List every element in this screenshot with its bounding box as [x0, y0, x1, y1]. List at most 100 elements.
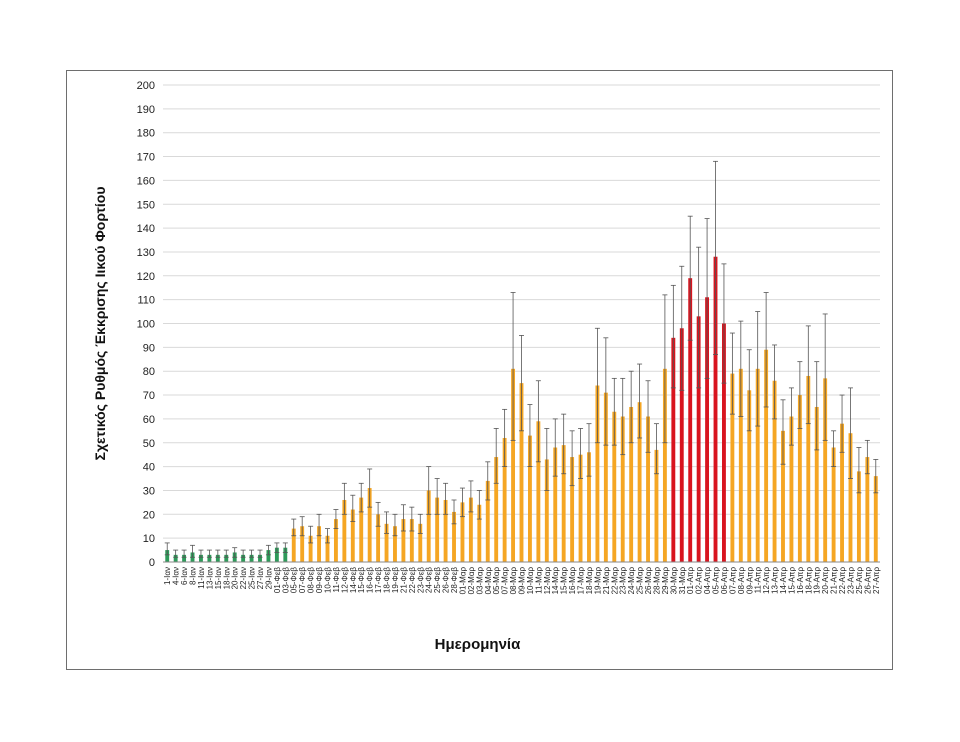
- error-bar: [324, 528, 330, 544]
- x-tick-label: 22-Ιαν: [239, 567, 248, 589]
- y-tick-label: 170: [137, 152, 155, 164]
- error-bar: [856, 447, 862, 494]
- x-tick-label: 10-Φεβ: [323, 567, 332, 594]
- y-tick-label: 40: [143, 462, 155, 474]
- bar: [789, 416, 794, 562]
- error-bar: [662, 294, 668, 444]
- error-bar: [645, 380, 651, 453]
- x-tick-label: 01-Μαρ: [458, 567, 467, 595]
- error-bar: [468, 480, 474, 513]
- x-tick-label: 08-Φεβ: [307, 567, 316, 594]
- bar-chart: 0 10 20 30 40 50 60 70 80 90 100 110 120 130 140 150 160…: [92, 80, 881, 653]
- bar: [393, 526, 397, 562]
- x-tick-label: 05-Μαρ: [492, 567, 501, 595]
- x-tick-label: 16-Απρ: [796, 567, 805, 594]
- bar: [350, 509, 355, 562]
- bar: [806, 375, 811, 562]
- x-tick-label: 05-Φεβ: [290, 567, 299, 594]
- x-tick-label: 11-Απρ: [754, 567, 763, 594]
- bar: [215, 554, 220, 562]
- bar: [629, 406, 634, 562]
- y-tick-label: 70: [143, 390, 155, 402]
- bar: [544, 459, 549, 562]
- bar: [603, 392, 608, 562]
- x-tick-label: 09-Απρ: [745, 567, 754, 594]
- bar: [570, 457, 575, 562]
- error-bar: [847, 387, 853, 479]
- error-bar: [299, 516, 305, 537]
- y-tick-label: 140: [137, 223, 155, 235]
- error-bar: [223, 549, 229, 558]
- error-bar: [333, 509, 339, 530]
- error-bar: [316, 513, 322, 537]
- error-bar: [755, 311, 761, 427]
- error-bar: [451, 499, 457, 525]
- bar: [527, 435, 532, 562]
- bar: [426, 490, 431, 562]
- x-tick-label: 13-Ιαν: [205, 567, 214, 589]
- x-tick-label: 12-Φεβ: [340, 567, 349, 594]
- bar: [182, 554, 187, 562]
- y-axis-ticks: 0 10 20 30 40 50 60 70 80 90 100 110 120 130 140 150 160…: [137, 80, 155, 569]
- error-bar: [485, 461, 491, 501]
- bar: [367, 488, 372, 562]
- error-bar: [839, 394, 845, 453]
- bar: [764, 349, 769, 562]
- x-tick-label: 03-Φεβ: [281, 567, 290, 594]
- x-tick-label: 18-Μαρ: [585, 567, 594, 595]
- x-tick-label: 09-Μαρ: [518, 567, 527, 595]
- error-bar: [696, 246, 702, 389]
- bar: [536, 421, 541, 562]
- bar: [595, 385, 600, 562]
- error-bar: [198, 549, 204, 558]
- y-axis-title: Σχετικός Ρυθμός Έκκρισης Ιικού Φορτίου: [92, 187, 108, 461]
- x-tick-label: 23-Μαρ: [619, 567, 628, 595]
- x-tick-label: 09-Φεβ: [315, 567, 324, 594]
- error-bar: [561, 413, 567, 475]
- x-tick-label: 16-Μαρ: [568, 567, 577, 595]
- bar: [848, 433, 853, 562]
- bar: [646, 416, 650, 562]
- bar: [620, 416, 625, 562]
- x-tick-label: 25-Φεβ: [433, 567, 442, 594]
- error-bars: [164, 160, 879, 558]
- bar: [224, 554, 229, 562]
- error-bar: [831, 430, 837, 468]
- error-bar: [476, 490, 482, 520]
- error-bar: [780, 399, 786, 465]
- bar: [679, 328, 684, 562]
- error-bar: [510, 292, 516, 441]
- bar: [696, 316, 701, 562]
- x-tick-label: 20-Ιαν: [231, 567, 240, 589]
- gridlines: [163, 84, 880, 539]
- error-bar: [746, 349, 752, 432]
- bar: [384, 523, 389, 562]
- bar: [468, 497, 473, 562]
- x-tick-label: 10-Μαρ: [526, 567, 535, 595]
- error-bar: [620, 377, 626, 456]
- bar: [308, 535, 313, 562]
- bar: [207, 554, 212, 562]
- bar: [460, 502, 465, 562]
- bar: [485, 480, 490, 562]
- error-bar: [274, 542, 280, 553]
- bar: [781, 430, 785, 562]
- error-bar: [232, 547, 238, 558]
- x-tick-label: 04-Μαρ: [484, 567, 493, 595]
- bar: [283, 547, 288, 562]
- error-bar: [822, 313, 828, 441]
- error-bar: [181, 549, 187, 558]
- error-bar: [569, 430, 575, 487]
- x-tick-label: 08-Απρ: [737, 567, 746, 594]
- y-tick-label: 190: [137, 104, 155, 116]
- x-tick-label: 06-Απρ: [720, 567, 729, 594]
- error-bar: [788, 387, 794, 446]
- x-axis-title: Ημερομηνία: [435, 636, 521, 653]
- x-tick-label: 17-Μαρ: [577, 567, 586, 595]
- error-bar: [240, 549, 246, 558]
- x-tick-label: 24-Φεβ: [425, 567, 434, 594]
- x-tick-label: 28-Μαρ: [652, 567, 661, 595]
- x-tick-label: 14-Μαρ: [551, 567, 560, 595]
- x-tick-label: 26-Μαρ: [644, 567, 653, 595]
- error-bar: [443, 482, 449, 515]
